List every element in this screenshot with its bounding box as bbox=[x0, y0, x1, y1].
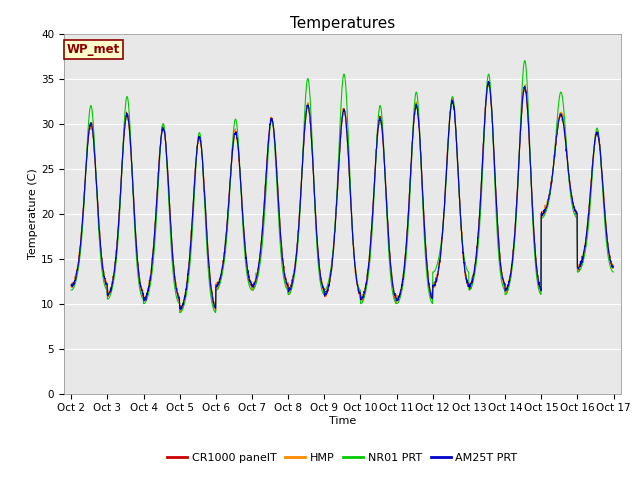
X-axis label: Time: Time bbox=[329, 416, 356, 426]
Legend: CR1000 panelT, HMP, NR01 PRT, AM25T PRT: CR1000 panelT, HMP, NR01 PRT, AM25T PRT bbox=[163, 448, 522, 467]
Text: WP_met: WP_met bbox=[67, 43, 120, 56]
Y-axis label: Temperature (C): Temperature (C) bbox=[28, 168, 38, 259]
Title: Temperatures: Temperatures bbox=[290, 16, 395, 31]
